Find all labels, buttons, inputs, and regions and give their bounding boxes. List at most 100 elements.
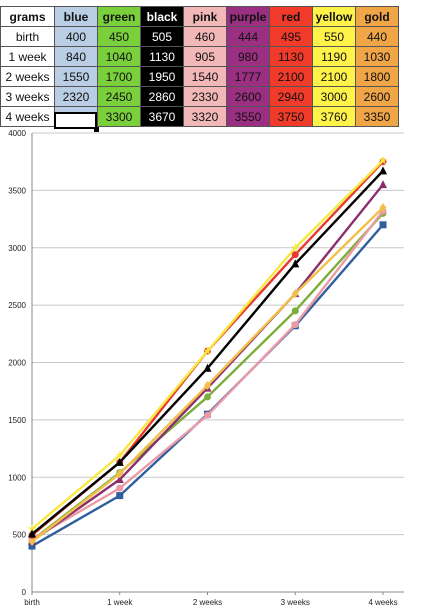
- cell-blue[interactable]: 1550: [54, 66, 98, 87]
- cell-red[interactable]: 2940: [269, 86, 313, 107]
- row-label[interactable]: 3 weeks: [0, 86, 55, 107]
- cell-purple[interactable]: 2600: [226, 86, 270, 107]
- cell-green[interactable]: 1040: [97, 46, 141, 67]
- data-point: [115, 450, 125, 460]
- cell-blue[interactable]: 2320: [54, 86, 98, 107]
- data-point: [116, 492, 124, 500]
- y-tick-label: 1500: [8, 416, 26, 425]
- header-yellow[interactable]: yellow: [312, 6, 356, 27]
- data-point: [28, 542, 36, 550]
- line-chart: 0 500 1000 1500 2000 2500 3000 3500 4000 birth 1 w…: [8, 129, 404, 607]
- data-point: [204, 411, 211, 419]
- data-point: [204, 393, 211, 401]
- cell-pink[interactable]: 1540: [183, 66, 227, 87]
- series-layer: [27, 155, 388, 550]
- table-row: 1 week 840 1040 1130 905 980 1130 1190 1030: [0, 46, 399, 67]
- series-black: [28, 166, 387, 538]
- cell-purple[interactable]: 444: [226, 26, 270, 47]
- data-point: [379, 180, 387, 189]
- cell-gold[interactable]: 1800: [355, 66, 399, 87]
- cell-blue[interactable]: 840: [54, 46, 98, 67]
- cell-green[interactable]: 2450: [97, 86, 141, 107]
- cell-gold[interactable]: 3350: [355, 106, 399, 127]
- cell-pink[interactable]: 3320: [183, 106, 227, 127]
- x-tick-label: 2 weeks: [193, 598, 222, 607]
- row-label[interactable]: 2 weeks: [0, 66, 55, 87]
- y-tick-label: 2000: [8, 359, 26, 368]
- y-tick-label: 0: [22, 588, 27, 597]
- header-pink[interactable]: pink: [183, 6, 227, 27]
- header-green[interactable]: green: [97, 6, 141, 27]
- data-point: [28, 529, 36, 538]
- row-label[interactable]: 4 weeks: [0, 106, 55, 127]
- cell-yellow[interactable]: 1190: [312, 46, 356, 67]
- data-point: [202, 346, 213, 356]
- selected-cell[interactable]: [54, 112, 97, 129]
- cell-red[interactable]: 1130: [269, 46, 313, 67]
- cell-red[interactable]: 3750: [269, 106, 313, 127]
- cell-purple[interactable]: 980: [226, 46, 270, 67]
- cell-green[interactable]: 1700: [97, 66, 141, 87]
- gridlines: [32, 132, 404, 593]
- x-tick-label: 3 weeks: [281, 598, 310, 607]
- cell-black[interactable]: 505: [140, 26, 184, 47]
- cell-yellow[interactable]: 550: [312, 26, 356, 47]
- header-gold[interactable]: gold: [355, 6, 399, 27]
- cell-gold[interactable]: 440: [355, 26, 399, 47]
- data-point: [115, 457, 124, 466]
- cell-pink[interactable]: 2330: [183, 86, 227, 107]
- table-row: 3 weeks 2320 2450 2860 2330 2600 2940 3000 2600: [0, 86, 399, 107]
- cell-gold[interactable]: 1030: [355, 46, 399, 67]
- fill-handle[interactable]: [94, 127, 99, 132]
- cell-red[interactable]: 2100: [269, 66, 313, 87]
- header-corner[interactable]: grams: [0, 6, 55, 27]
- data-point: [379, 166, 387, 175]
- data-point: [115, 475, 124, 484]
- cell-red[interactable]: 495: [269, 26, 313, 47]
- data-table: grams blue green black pink purple red yellow go…: [0, 6, 399, 127]
- data-point: [116, 469, 124, 479]
- cell-green[interactable]: 450: [97, 26, 141, 47]
- y-tick-label: 500: [13, 531, 27, 540]
- cell-green[interactable]: 3300: [97, 106, 141, 127]
- cell-blue[interactable]: 400: [54, 26, 98, 47]
- cell-black[interactable]: 1130: [140, 46, 184, 67]
- cell-black[interactable]: 3670: [140, 106, 184, 127]
- header-black[interactable]: black: [140, 6, 184, 27]
- table-row: birth 400 450 505 460 444 495 550 440: [0, 26, 399, 47]
- cell-pink[interactable]: 905: [183, 46, 227, 67]
- data-point: [291, 289, 299, 299]
- data-point: [291, 321, 299, 329]
- table-row: 2 weeks 1550 1700 1950 1540 1777 2100 2100 1800: [0, 66, 399, 87]
- y-tick-label: 3500: [8, 186, 26, 195]
- data-point: [290, 242, 300, 252]
- data-point: [116, 484, 124, 492]
- cell-black[interactable]: 2860: [140, 86, 184, 107]
- cell-purple[interactable]: 1777: [226, 66, 270, 87]
- data-point: [28, 537, 36, 547]
- y-tick-label: 3000: [8, 244, 26, 253]
- x-tick-label: 1 week: [107, 598, 133, 607]
- x-tick-label: birth: [24, 598, 40, 607]
- cell-yellow[interactable]: 3000: [312, 86, 356, 107]
- cell-purple[interactable]: 3550: [226, 106, 270, 127]
- y-tick-label: 2500: [8, 301, 26, 310]
- data-point: [203, 363, 212, 372]
- header-purple[interactable]: purple: [226, 6, 270, 27]
- cell-gold[interactable]: 2600: [355, 86, 399, 107]
- data-point: [379, 203, 387, 213]
- y-tick-label: 1000: [8, 473, 26, 482]
- series-yellow: [27, 155, 388, 533]
- row-label[interactable]: 1 week: [0, 46, 55, 67]
- cell-yellow[interactable]: 2100: [312, 66, 356, 87]
- data-point: [291, 307, 299, 315]
- row-label[interactable]: birth: [0, 26, 55, 47]
- axes: 0 500 1000 1500 2000 2500 3000 3500 4000 birth 1 w…: [8, 129, 404, 607]
- cell-yellow[interactable]: 3760: [312, 106, 356, 127]
- header-row: grams blue green black pink purple red yellow go…: [0, 6, 399, 27]
- header-blue[interactable]: blue: [54, 6, 98, 27]
- header-red[interactable]: red: [269, 6, 313, 27]
- cell-black[interactable]: 1950: [140, 66, 184, 87]
- cell-pink[interactable]: 460: [183, 26, 227, 47]
- data-point: [291, 251, 299, 259]
